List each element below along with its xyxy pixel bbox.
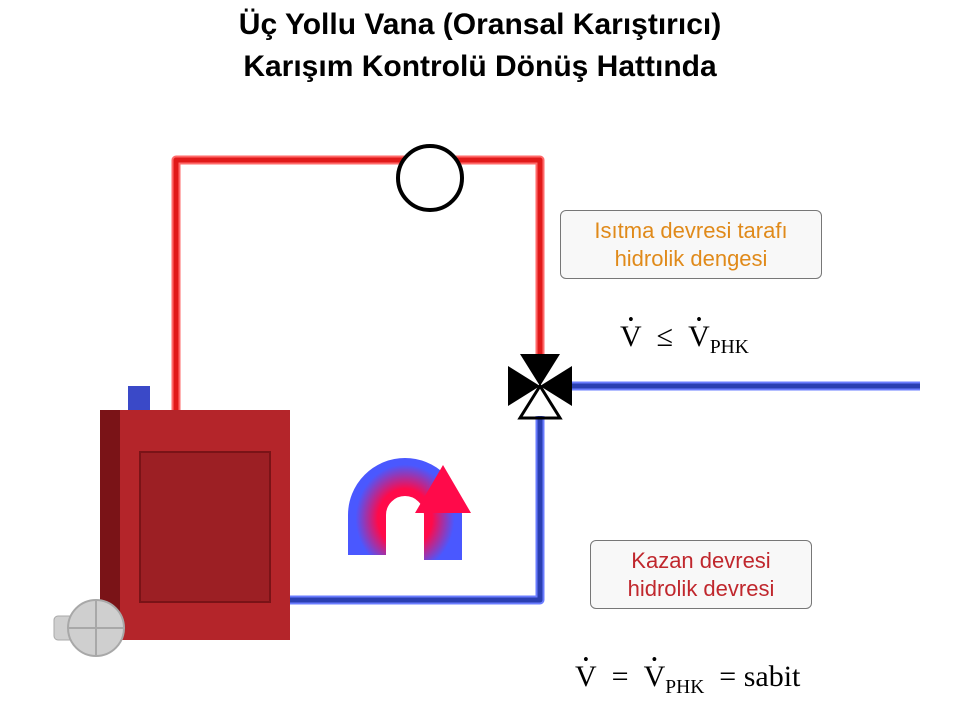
formula-boiler: V = VPHK = sabit bbox=[575, 660, 800, 699]
heating-side-label: Isıtma devresi tarafı hidrolik dengesi bbox=[560, 210, 822, 279]
formula2-sub: PHK bbox=[665, 677, 704, 698]
mix-arrow-icon bbox=[367, 465, 471, 560]
formula1-rhs: V bbox=[688, 320, 710, 354]
formula1-op: ≤ bbox=[657, 320, 673, 353]
boiler-side-label-line1: Kazan devresi bbox=[631, 548, 770, 573]
heating-side-label-line1: Isıtma devresi tarafı bbox=[594, 218, 787, 243]
formula1-sub: PHK bbox=[710, 337, 749, 358]
formula2-lhs: V bbox=[575, 660, 597, 694]
pipe-return-down-outer bbox=[246, 410, 540, 600]
formula-heating: V ≤ VPHK bbox=[620, 320, 749, 359]
pipe-supply-outer bbox=[176, 160, 540, 410]
boiler-side-label-line2: hidrolik devresi bbox=[628, 576, 775, 601]
boiler-icon bbox=[100, 386, 290, 640]
pipe-supply bbox=[176, 160, 540, 410]
formula1-lhs: V bbox=[620, 320, 642, 354]
pump-icon bbox=[398, 146, 462, 210]
pipe-return-down bbox=[246, 410, 540, 600]
heating-side-label-line2: hidrolik dengesi bbox=[615, 246, 768, 271]
hydraulic-schematic bbox=[0, 0, 960, 722]
boiler-side-label: Kazan devresi hidrolik devresi bbox=[590, 540, 812, 609]
three-way-valve-icon bbox=[508, 354, 572, 418]
burner-icon bbox=[54, 600, 124, 656]
formula2-rhs: sabit bbox=[744, 660, 801, 693]
formula2-mid: V bbox=[644, 660, 666, 694]
